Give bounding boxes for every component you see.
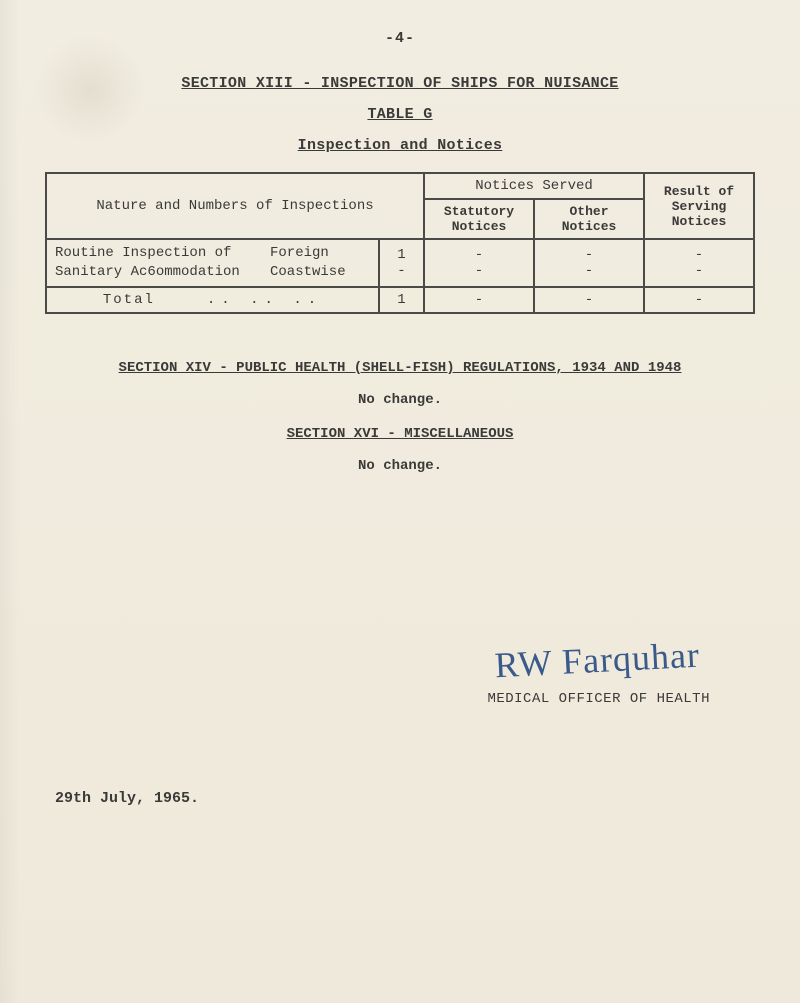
table-header-row-1: Nature and Numbers of Inspections Notice… <box>46 173 754 199</box>
table-row: Routine Inspection of Foreign Sanitary A… <box>46 239 754 287</box>
section-16-title: SECTION XVI - MISCELLANEOUS <box>45 426 755 442</box>
cell-other: - - <box>534 239 644 287</box>
cell-count: 1 - <box>379 239 424 287</box>
table-label: TABLE G <box>45 106 755 123</box>
cell-result-2: - <box>653 263 745 279</box>
section-14-body: No change. <box>45 392 755 408</box>
section-16-title-text: SECTION XVI - MISCELLANEOUS <box>287 426 514 442</box>
row-cat-1: Foreign <box>270 244 370 263</box>
table-subtitle-text: Inspection and Notices <box>298 137 503 154</box>
col-result: Result of Serving Notices <box>644 173 754 239</box>
page-number: -4- <box>45 30 755 47</box>
table-subtitle: Inspection and Notices <box>45 137 755 154</box>
cell-result-1: - <box>653 247 745 263</box>
cell-result: - - <box>644 239 754 287</box>
inspection-table: Nature and Numbers of Inspections Notice… <box>45 172 755 314</box>
row-label-line2: Sanitary Ac6ommodation <box>55 263 240 282</box>
cell-count-2: - <box>388 263 415 279</box>
row-label-line1: Routine Inspection of <box>55 244 231 263</box>
cell-total-label: Total .. .. .. <box>46 287 379 313</box>
signature-block: RW Farquhar MEDICAL OFFICER OF HEALTH <box>380 645 710 707</box>
document-page: -4- SECTION XIII - INSPECTION OF SHIPS F… <box>0 0 800 1003</box>
total-word: Total <box>103 292 155 308</box>
paper-edge <box>0 0 20 1003</box>
cell-statutory: - - <box>424 239 534 287</box>
cell-total-other: - <box>534 287 644 313</box>
cell-statutory-2: - <box>433 263 525 279</box>
section-16-body: No change. <box>45 458 755 474</box>
cell-nature: Routine Inspection of Foreign Sanitary A… <box>46 239 379 287</box>
total-dots: .. .. .. <box>207 292 322 308</box>
col-notices-served: Notices Served <box>424 173 644 199</box>
row-cat-2: Coastwise <box>270 263 370 282</box>
cell-total-value: 1 <box>379 287 424 313</box>
col-other: Other Notices <box>534 199 644 239</box>
section-13-title: SECTION XIII - INSPECTION OF SHIPS FOR N… <box>45 75 755 92</box>
section-13-title-text: SECTION XIII - INSPECTION OF SHIPS FOR N… <box>181 75 618 92</box>
signature: RW Farquhar <box>379 637 700 690</box>
cell-count-1: 1 <box>388 247 415 263</box>
cell-other-1: - <box>543 247 635 263</box>
cell-other-2: - <box>543 263 635 279</box>
cell-total-statutory: - <box>424 287 534 313</box>
col-nature: Nature and Numbers of Inspections <box>46 173 424 239</box>
cell-statutory-1: - <box>433 247 525 263</box>
document-date: 29th July, 1965. <box>55 790 199 807</box>
col-statutory: Statutory Notices <box>424 199 534 239</box>
cell-total-result: - <box>644 287 754 313</box>
section-14-title-text: SECTION XIV - PUBLIC HEALTH (SHELL-FISH)… <box>119 360 682 376</box>
moh-label: MEDICAL OFFICER OF HEALTH <box>380 691 710 707</box>
table-label-text: TABLE G <box>367 106 432 123</box>
section-14-title: SECTION XIV - PUBLIC HEALTH (SHELL-FISH)… <box>45 360 755 376</box>
table-total-row: Total .. .. .. 1 - - - <box>46 287 754 313</box>
